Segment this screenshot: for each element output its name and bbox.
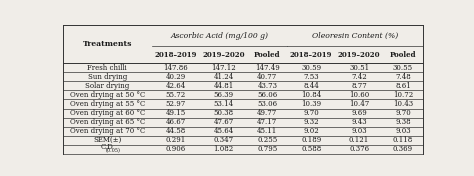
Text: Solar drying: Solar drying [85,82,129,90]
Text: Treatments: Treatments [82,40,132,48]
Text: 45.64: 45.64 [213,127,234,135]
Text: 10.43: 10.43 [393,100,413,108]
Text: 8.44: 8.44 [303,82,319,90]
Text: 0.906: 0.906 [165,145,186,153]
Text: 50.38: 50.38 [213,109,234,117]
Text: 9.03: 9.03 [351,127,367,135]
Text: 2018–2019: 2018–2019 [154,51,197,59]
Text: 40.29: 40.29 [165,73,186,81]
Text: 56.06: 56.06 [257,91,277,99]
Text: 49.15: 49.15 [165,109,186,117]
Text: 1.082: 1.082 [213,145,234,153]
Text: 9.43: 9.43 [351,118,367,126]
Text: 52.97: 52.97 [165,100,186,108]
Text: Oven drying at 60 °C: Oven drying at 60 °C [70,109,145,117]
Text: Oven drying at 70 °C: Oven drying at 70 °C [70,127,145,135]
Text: 10.60: 10.60 [349,91,369,99]
Text: 147.49: 147.49 [255,64,280,72]
Text: Fresh chilli: Fresh chilli [87,64,127,72]
Text: 55.72: 55.72 [165,91,186,99]
Text: 9.70: 9.70 [303,109,319,117]
Text: 2018–2019: 2018–2019 [290,51,332,59]
Text: Oven drying at 55 °C: Oven drying at 55 °C [70,100,145,108]
Text: 147.12: 147.12 [211,64,236,72]
Text: 8.61: 8.61 [395,82,411,90]
Text: 53.14: 53.14 [213,100,234,108]
Text: 47.67: 47.67 [213,118,234,126]
Text: 10.72: 10.72 [393,91,413,99]
Text: 42.64: 42.64 [165,82,186,90]
Text: 0.369: 0.369 [393,145,413,153]
Text: 49.77: 49.77 [257,109,277,117]
Text: 0.118: 0.118 [393,136,413,144]
Text: 30.59: 30.59 [301,64,321,72]
Text: C.D: C.D [101,143,114,151]
Text: 56.39: 56.39 [213,91,234,99]
Text: 7.48: 7.48 [395,73,411,81]
Text: 9.32: 9.32 [303,118,319,126]
Text: 0.376: 0.376 [349,145,369,153]
Text: 7.53: 7.53 [303,73,319,81]
Text: 0.795: 0.795 [257,145,277,153]
Text: 0.291: 0.291 [165,136,186,144]
Text: 10.84: 10.84 [301,91,321,99]
Text: Ascorbic Acid (mg/100 g): Ascorbic Acid (mg/100 g) [171,32,268,40]
Text: 0.189: 0.189 [301,136,321,144]
Text: Pooled: Pooled [254,51,281,59]
Text: 47.17: 47.17 [257,118,277,126]
Text: Pooled: Pooled [390,51,416,59]
Text: 9.02: 9.02 [303,127,319,135]
Text: 2019–2020: 2019–2020 [338,51,380,59]
Text: Oven drying at 65 °C: Oven drying at 65 °C [70,118,145,126]
Text: 10.39: 10.39 [301,100,321,108]
Text: (0.05): (0.05) [106,147,120,153]
Text: 45.11: 45.11 [257,127,277,135]
Text: 46.67: 46.67 [165,118,186,126]
Text: 30.51: 30.51 [349,64,369,72]
Text: 0.255: 0.255 [257,136,277,144]
Text: 41.24: 41.24 [213,73,234,81]
Text: 30.55: 30.55 [393,64,413,72]
Text: 0.121: 0.121 [349,136,369,144]
Text: 7.42: 7.42 [351,73,367,81]
Text: 2019–2020: 2019–2020 [202,51,245,59]
Text: SEM(±): SEM(±) [93,136,121,144]
Text: 9.70: 9.70 [395,109,411,117]
Text: Oven drying at 50 °C: Oven drying at 50 °C [70,91,145,99]
Text: 147.86: 147.86 [163,64,188,72]
Text: 9.03: 9.03 [395,127,411,135]
Text: 40.77: 40.77 [257,73,277,81]
Text: 10.47: 10.47 [349,100,369,108]
Text: 53.06: 53.06 [257,100,277,108]
Text: Sun drying: Sun drying [88,73,127,81]
Text: 44.81: 44.81 [213,82,234,90]
Text: 44.58: 44.58 [165,127,186,135]
Text: 0.588: 0.588 [301,145,321,153]
Text: Oleoresin Content (%): Oleoresin Content (%) [312,32,398,40]
Text: 43.73: 43.73 [257,82,277,90]
Text: 9.69: 9.69 [351,109,367,117]
Text: 0.347: 0.347 [213,136,234,144]
Text: 8.77: 8.77 [351,82,367,90]
Text: 9.38: 9.38 [395,118,411,126]
